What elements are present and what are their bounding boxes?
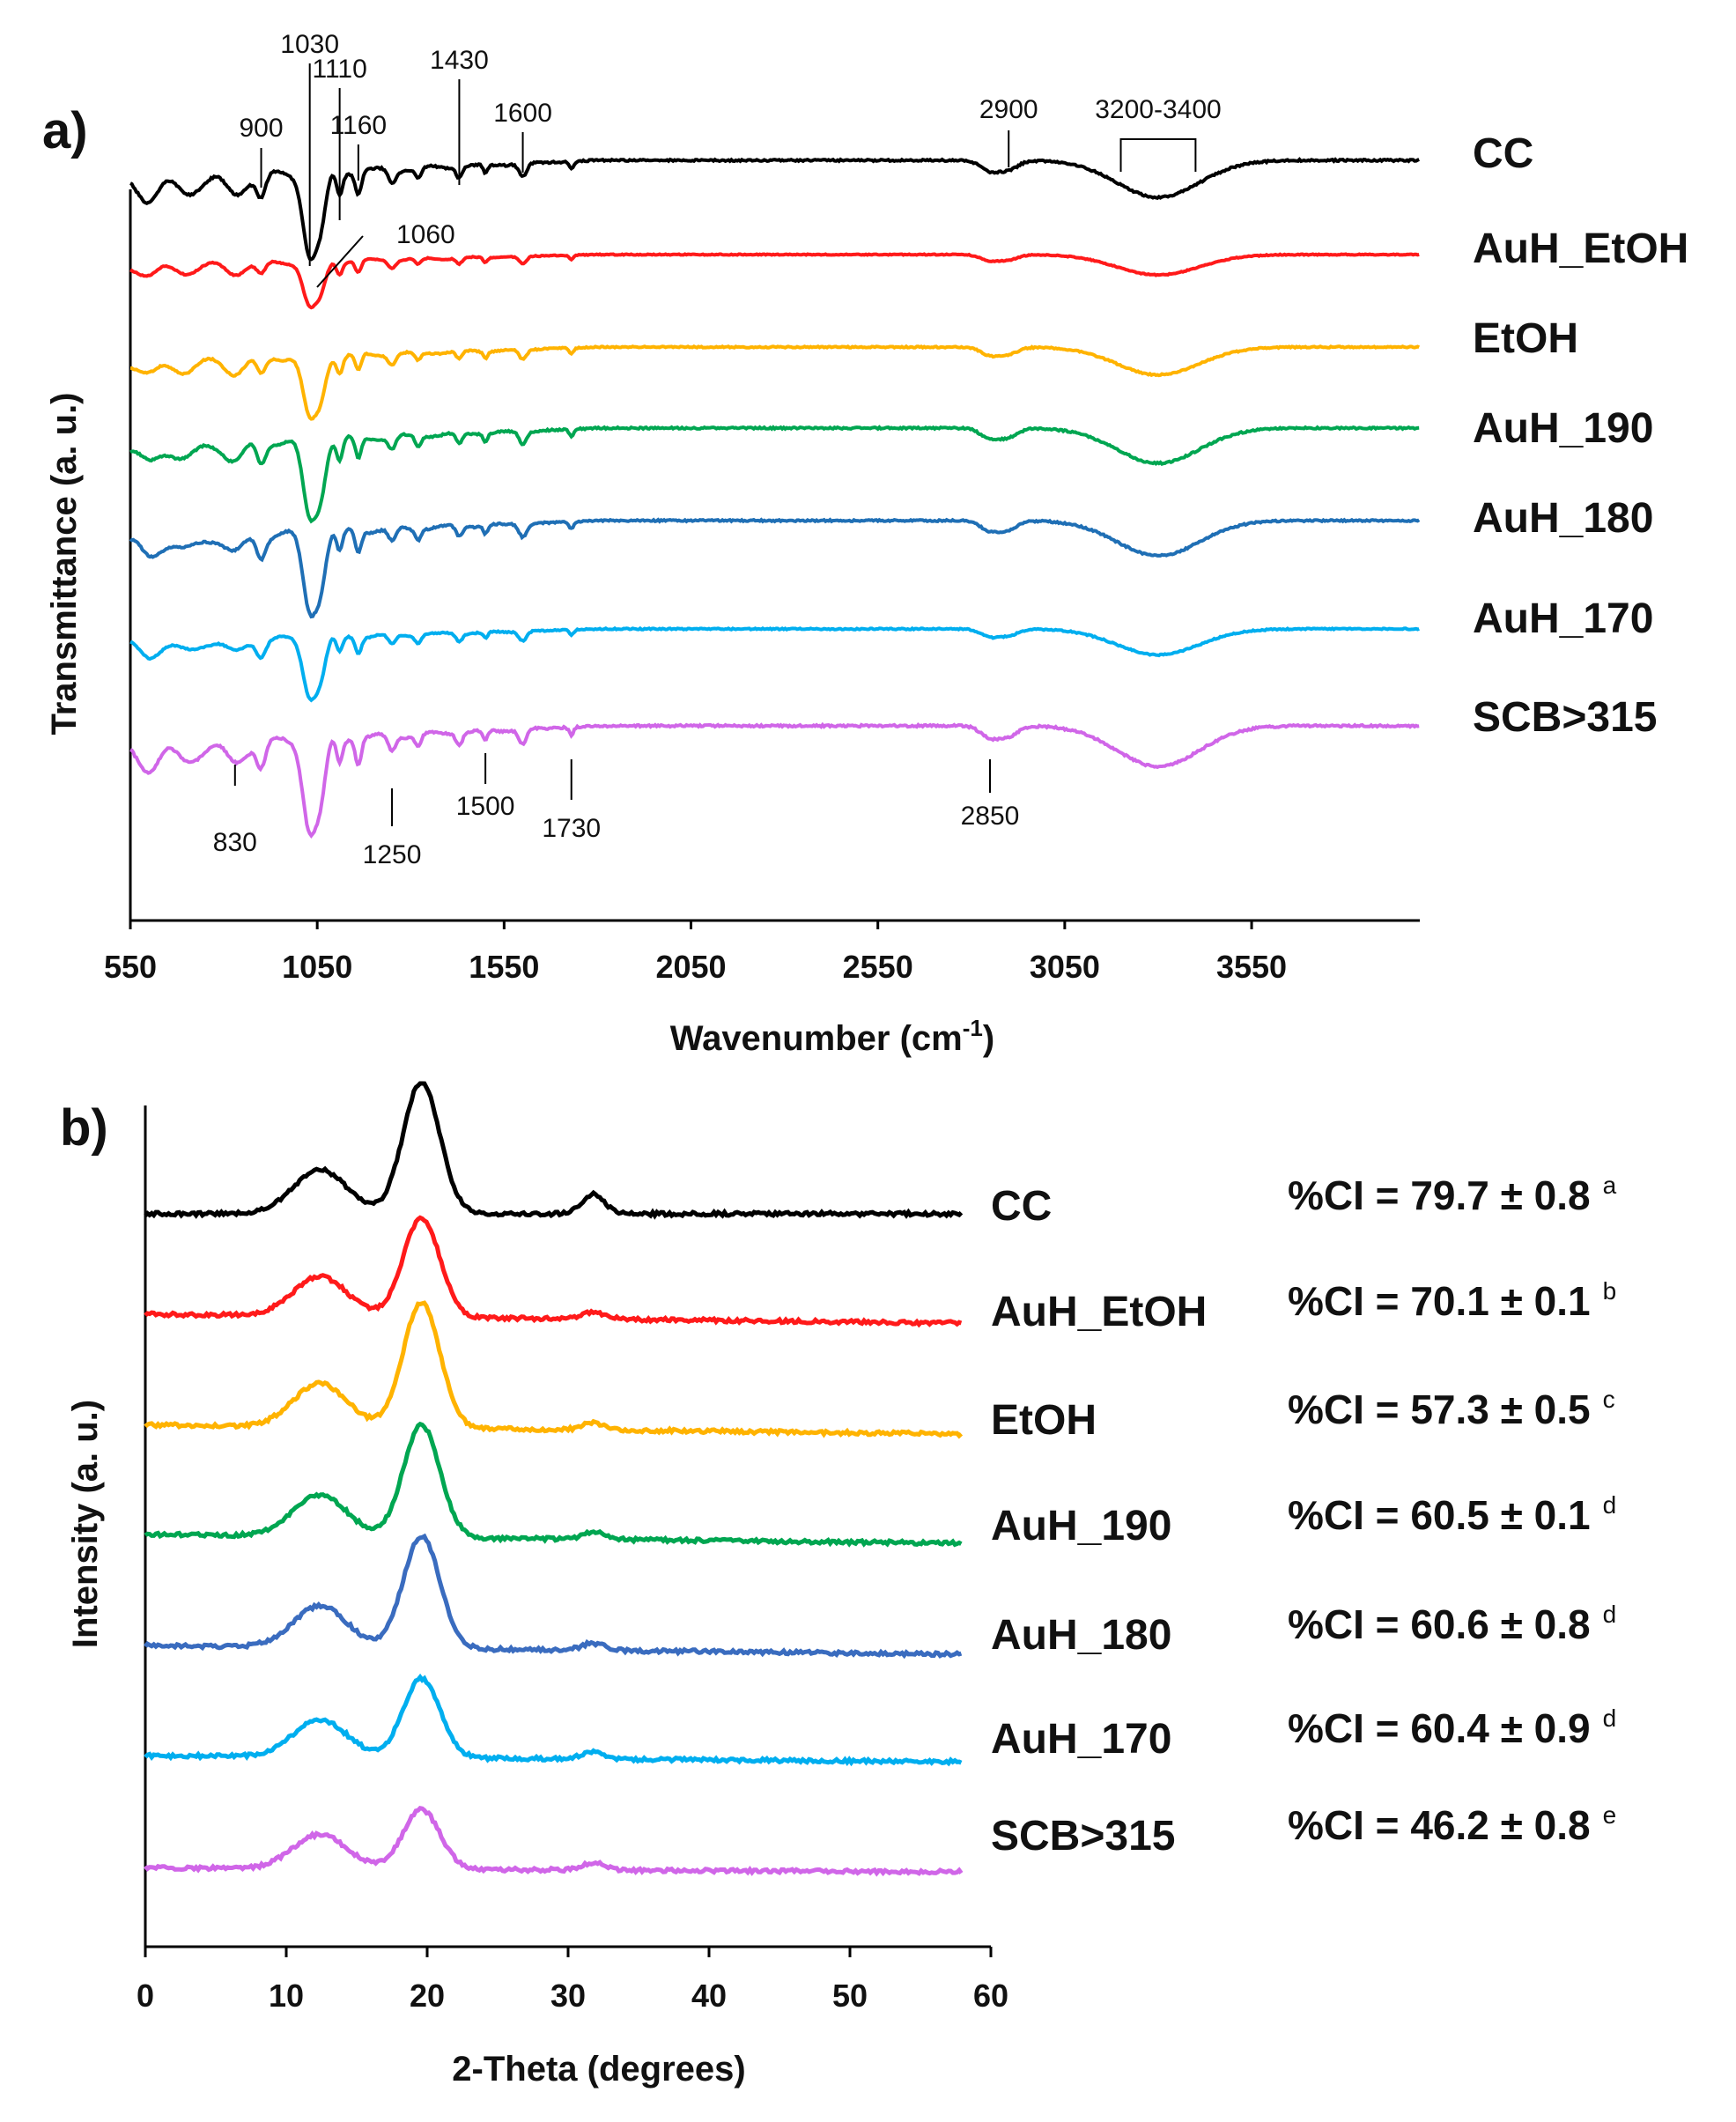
xrd-ci-text: %CI = 46.2 ± 0.8 [1288,1802,1591,1848]
xrd-legend-label: AuH_190 [991,1503,1171,1549]
xrd-ci-significance: d [1603,1601,1617,1628]
xrd-series-line [144,1215,963,1328]
xrd-x-tick-label: 60 [973,1978,1008,2014]
ftir-ticks: 550 1050 1550 2050 2550 3050 3550 [104,921,1287,985]
xrd-ci-value: %CI = 60.6 ± 0.8 d [1288,1601,1616,1647]
xrd-ci-significance: b [1603,1277,1617,1305]
xrd-ticks: 0 10 20 30 40 50 60 [137,1947,1008,2014]
xrd-ci-significance: e [1603,1801,1617,1829]
xrd-ci-value: %CI = 60.5 ± 0.1 d [1288,1491,1616,1538]
ftir-peak-annotation: 1110 [312,55,366,84]
xrd-legend-label: CC [991,1183,1052,1230]
xrd-y-title: Intensity (a. u.) [66,1400,105,1648]
xrd-ci-text: %CI = 79.7 ± 0.8 [1288,1172,1591,1218]
ftir-series-group [129,157,1421,839]
xrd-ci-value: %CI = 70.1 ± 0.1 b [1288,1277,1616,1324]
ftir-peak-annotation: 1160 [330,111,388,140]
xrd-legend-label: AuH_170 [991,1716,1171,1763]
ftir-legend-label: AuH_EtOH [1473,226,1688,272]
ftir-peak-annotation: 1500 [456,792,515,821]
ftir-x-title-sup: -1 [963,1015,983,1041]
ftir-peak-annotation: 830 [213,828,257,857]
ftir-x-tick-label: 1550 [469,949,539,985]
ftir-annotation-leader [316,235,364,288]
xrd-legend: CC %CI = 79.7 ± 0.8 a AuH_EtOH %CI = 70.1 ± … [991,1172,1617,1860]
xrd-ci-text: %CI = 60.4 ± 0.9 [1288,1705,1591,1751]
ftir-series-line [129,157,1420,262]
ftir-series-line [129,252,1420,310]
xrd-series-line [144,1533,963,1660]
ftir-peak-annotation: 1730 [542,814,601,843]
ftir-peak-annotation: 2850 [961,802,1020,831]
ftir-x-tick-label: 2050 [655,949,726,985]
xrd-legend-label: EtOH [991,1397,1097,1444]
ftir-peak-annotation: 2900 [979,95,1038,124]
xrd-ci-text: %CI = 70.1 ± 0.1 [1288,1278,1591,1324]
xrd-ci-text: %CI = 60.5 ± 0.1 [1288,1492,1591,1538]
ftir-series-line [129,344,1421,421]
xrd-ci-significance: d [1603,1491,1617,1519]
xrd-series-line [144,1805,964,1877]
ftir-legend-label: CC [1473,130,1533,177]
xrd-ci-value: %CI = 46.2 ± 0.8 e [1288,1801,1616,1848]
xrd-legend-label: AuH_EtOH [991,1289,1207,1335]
ftir-peak-annotation: 1030 [280,30,339,59]
xrd-legend-label: SCB>315 [991,1813,1175,1860]
ftir-x-tick-label: 3550 [1216,949,1287,985]
xrd-x-tick-label: 30 [550,1978,586,2014]
panel-b-label: b) [60,1099,108,1157]
xrd-ci-significance: a [1603,1172,1617,1199]
ftir-peak-annotation: 1060 [396,220,455,249]
ftir-x-title: Wavenumber (cm-1) [670,1015,994,1058]
xrd-ci-text: %CI = 57.3 ± 0.5 [1288,1386,1591,1432]
ftir-legend-label: AuH_190 [1473,405,1653,452]
ftir-peak-annotation: 1250 [363,840,422,869]
ftir-legend-label: SCB>315 [1473,694,1657,741]
ftir-range-bracket [1119,138,1197,172]
ftir-series-line [129,721,1420,839]
panel-a-label: a) [42,102,88,159]
ftir-x-tick-label: 550 [104,949,157,985]
xrd-x-tick-label: 20 [410,1978,445,2014]
xrd-series-line [144,1421,963,1548]
ftir-x-tick-label: 1050 [282,949,352,985]
xrd-ci-significance: d [1603,1704,1617,1732]
xrd-ci-text: %CI = 60.6 ± 0.8 [1288,1601,1591,1647]
ftir-x-tick-label: 2550 [843,949,913,985]
xrd-ci-significance: c [1603,1386,1615,1413]
xrd-x-tick-label: 10 [269,1978,304,2014]
ftir-legend-label: AuH_170 [1473,595,1653,642]
ftir-series-line [129,425,1420,524]
ftir-peak-annotation: 1600 [493,99,552,128]
ftir-y-title: Transmittance (a. u.) [45,393,84,736]
xrd-x-tick-label: 40 [691,1978,727,2014]
ftir-peak-annotation: 3200-3400 [1095,95,1221,124]
xrd-series-line [144,1673,963,1767]
ftir-x-title-main: Wavenumber (cm [670,1019,963,1058]
ftir-x-title-close: ) [983,1019,994,1058]
xrd-legend-label: AuH_180 [991,1612,1171,1659]
ftir-series-line [129,625,1420,703]
ftir-legend-label: AuH_180 [1473,495,1653,542]
ftir-series-line [129,517,1421,619]
ftir-peak-annotation: 1430 [430,46,489,75]
ftir-legend: CC AuH_EtOH EtOH AuH_190 AuH_180 AuH_170 SCB>3… [1473,130,1688,741]
xrd-x-title: 2-Theta (degrees) [452,2050,745,2089]
ftir-axes [129,189,1420,922]
ftir-x-tick-label: 3050 [1030,949,1100,985]
xrd-ci-value: %CI = 57.3 ± 0.5 c [1288,1386,1615,1432]
xrd-x-tick-label: 50 [832,1978,868,2014]
xrd-ci-value: %CI = 60.4 ± 0.9 d [1288,1704,1616,1751]
xrd-ci-value: %CI = 79.7 ± 0.8 a [1288,1172,1617,1218]
xrd-series-group [144,1081,964,1877]
ftir-peak-annotation: 900 [239,114,283,143]
xrd-x-tick-label: 0 [137,1978,154,2014]
ftir-legend-label: EtOH [1473,315,1578,362]
xrd-series-line [144,1300,964,1439]
xrd-series-line [144,1081,964,1220]
